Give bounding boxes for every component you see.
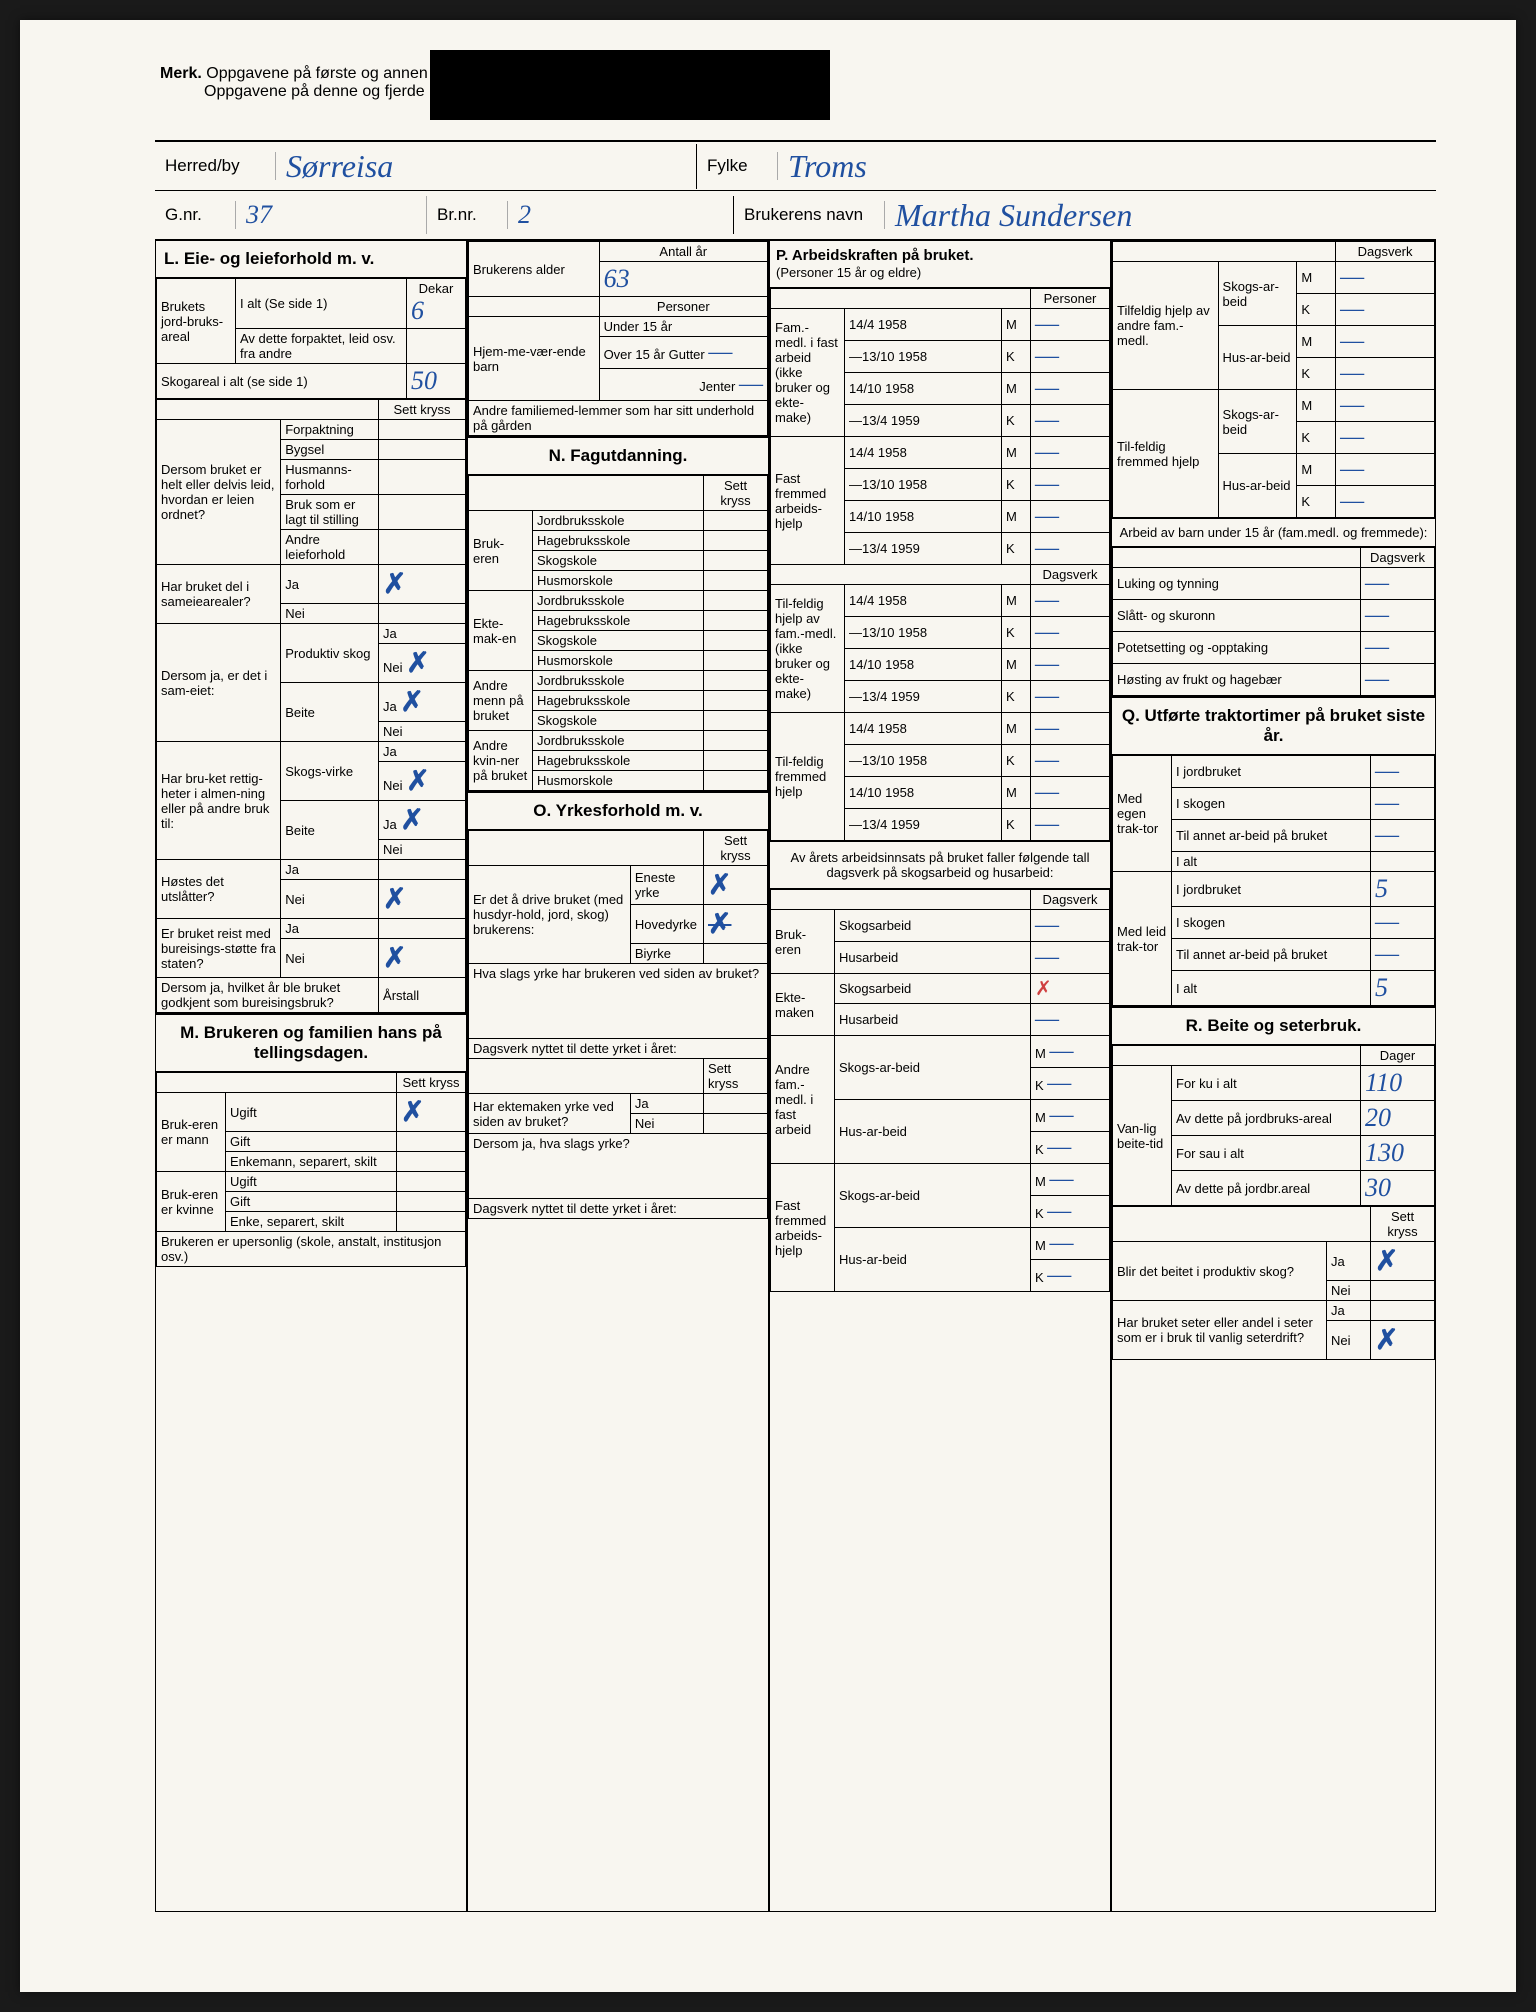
section-O-title: O. Yrkesforhold m. v.	[468, 791, 768, 830]
top-note: Merk. Oppgavene på første og annen Oppga…	[160, 65, 428, 101]
ku-value: 110	[1365, 1068, 1402, 1097]
beite2-ja-check: ✗	[400, 805, 423, 836]
ialt-value: 6	[411, 296, 424, 325]
beite-ja-check: ✗	[400, 687, 423, 718]
sameie-ja-check: ✗	[383, 569, 406, 600]
reist-nei-check: ✗	[383, 943, 406, 974]
main-grid: L. Eie- og leieforhold m. v. Brukets jor…	[155, 240, 1436, 1912]
section-N-title: N. Fagutdanning.	[468, 436, 768, 475]
hoved-check: ✗	[708, 909, 731, 940]
r-jord-value: 20	[1365, 1103, 1391, 1132]
hostes-nei-check: ✗	[383, 884, 406, 915]
sau-value: 130	[1365, 1138, 1404, 1167]
ugift-check: ✗	[401, 1097, 424, 1128]
section-P-title: P. Arbeidskraften på bruket.	[776, 247, 974, 264]
fylke-value: Troms	[778, 144, 1436, 189]
navn-value: Martha Sundersen	[885, 193, 1436, 238]
brnr-value: 2	[508, 196, 734, 234]
herred-label: Herred/by	[155, 152, 276, 180]
column-2: Brukerens alderAntall år 63 Personer Hje…	[467, 240, 769, 1912]
q-jord-value: 5	[1375, 874, 1388, 903]
q-ialt-value: 5	[1375, 973, 1388, 1002]
fylke-label: Fylke	[697, 152, 778, 180]
section-L-title: L. Eie- og leieforhold m. v.	[156, 241, 466, 278]
section-M-title: M. Brukeren og familien hans på tellings…	[156, 1013, 466, 1072]
prod-nei-check: ✗	[406, 648, 429, 679]
section-Q-title: Q. Utførte traktortimer på bruket siste …	[1112, 696, 1435, 755]
seter-nei-check: ✗	[1375, 1325, 1398, 1356]
herred-value: Sørreisa	[276, 144, 697, 189]
form-page: Merk. Oppgavene på første og annen Oppga…	[20, 20, 1516, 1992]
r-jord2-value: 30	[1365, 1173, 1391, 1202]
skogs-nei-check: ✗	[406, 766, 429, 797]
brnr-label: Br.nr.	[427, 201, 508, 229]
column-L-M: L. Eie- og leieforhold m. v. Brukets jor…	[155, 240, 467, 1912]
beitet-ja-check: ✗	[1375, 1246, 1398, 1277]
alder-value: 63	[604, 264, 630, 293]
skog-value: 50	[411, 366, 437, 395]
gnr-value: 37	[236, 196, 427, 234]
redaction-block	[430, 50, 830, 120]
gnr-label: G.nr.	[155, 201, 236, 229]
section-R-title: R. Beite og seterbruk.	[1112, 1006, 1435, 1045]
eneste-check: ✗	[708, 870, 731, 901]
form-header: Herred/by Sørreisa Fylke Troms G.nr. 37 …	[155, 140, 1436, 240]
column-4: Dagsverk Tilfeldig hjelp av andre fam.-m…	[1111, 240, 1436, 1912]
navn-label: Brukerens navn	[734, 201, 885, 229]
column-P: P. Arbeidskraften på bruket. (Personer 1…	[769, 240, 1111, 1912]
